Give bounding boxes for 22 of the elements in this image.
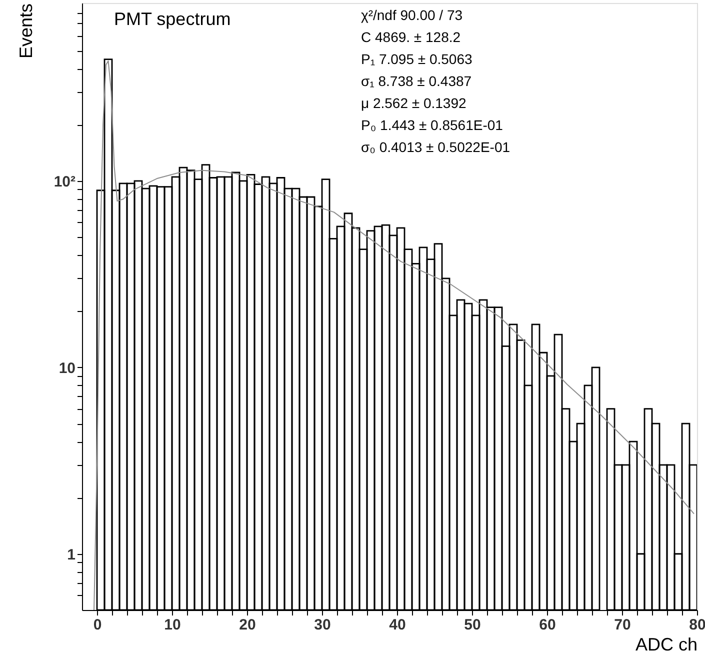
annotation: P₁ 7.095 ± 0.5063: [361, 51, 472, 67]
x-tick-label: 60: [539, 616, 556, 634]
x-tick-label: 10: [164, 616, 181, 634]
y-tick-label: 10: [58, 360, 76, 377]
annotation: σ₁ 8.738 ± 0.4387: [361, 73, 472, 89]
x-tick-label: 80: [689, 616, 705, 634]
annotation: μ 2.562 ± 0.1392: [361, 95, 466, 111]
chart-title: PMT spectrum: [114, 9, 231, 29]
x-tick-label: 20: [239, 616, 256, 634]
x-axis-title: ADC ch: [635, 634, 698, 654]
annotation: χ²/ndf 90.00 / 73: [361, 7, 463, 23]
y-tick-label: 10²: [54, 173, 76, 190]
x-tick-label: 70: [614, 616, 631, 634]
y-tick-label: 1: [67, 546, 76, 564]
x-tick-label: 30: [314, 616, 331, 634]
x-tick-label: 50: [464, 616, 481, 634]
annotation: P₀ 1.443 ± 0.8561E-01: [361, 117, 504, 133]
x-tick-label: 0: [93, 616, 102, 634]
x-tick-label: 40: [389, 616, 406, 634]
annotation: σ₀ 0.4013 ± 0.5022E-01: [361, 139, 510, 155]
y-axis-title: Events: [16, 4, 36, 59]
annotation: C 4869. ± 128.2: [361, 29, 461, 45]
